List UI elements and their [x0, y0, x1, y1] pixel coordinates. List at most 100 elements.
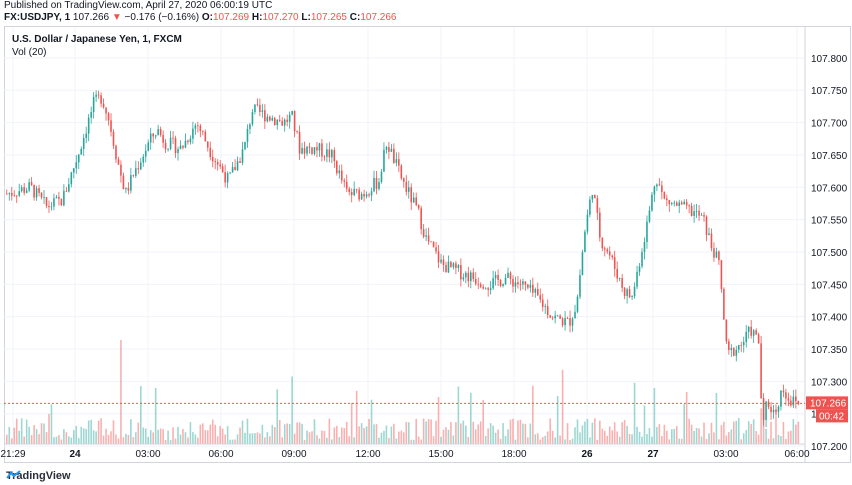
volume-bar	[596, 439, 599, 444]
candle	[331, 148, 333, 164]
candle-body	[120, 164, 122, 176]
tradingview-footer[interactable]: TradingView	[6, 470, 71, 482]
candle	[442, 255, 445, 272]
candle-body	[400, 165, 403, 179]
candle-body	[745, 331, 748, 342]
volume-bar	[586, 418, 589, 444]
candle-body	[596, 198, 599, 213]
volume-bar	[273, 427, 276, 444]
candle-body	[718, 251, 720, 261]
volume-bar	[197, 437, 199, 444]
candle	[343, 178, 346, 188]
candle	[333, 147, 336, 168]
volume-bar	[549, 418, 551, 444]
candle	[92, 91, 95, 119]
candle	[661, 180, 663, 200]
candle-body	[80, 148, 83, 155]
volume-bar	[514, 439, 517, 444]
volume-bar	[122, 437, 125, 444]
candle	[55, 194, 58, 199]
candle-body	[202, 131, 204, 132]
volume-bar	[271, 424, 274, 444]
candle	[467, 266, 470, 288]
candle-body	[455, 263, 457, 269]
candle-body	[412, 197, 415, 203]
candle-body	[477, 283, 480, 285]
candle	[666, 194, 668, 207]
volume-bar	[524, 423, 527, 444]
volume-bar	[221, 428, 224, 444]
candle	[25, 187, 28, 194]
candle	[370, 187, 373, 202]
volume-bar	[353, 437, 355, 444]
volume-bar	[311, 431, 313, 444]
candle-body	[591, 195, 594, 200]
candle-body	[765, 401, 767, 420]
candle	[658, 178, 661, 186]
candle	[72, 168, 75, 179]
volume-bar	[286, 423, 288, 444]
volume-bar	[194, 434, 197, 444]
volume-bar	[296, 422, 298, 444]
candle	[373, 170, 375, 193]
candle-body	[469, 272, 472, 282]
candle	[211, 149, 214, 168]
candle-body	[291, 110, 293, 115]
candle	[725, 319, 728, 344]
candle	[792, 389, 795, 409]
volume-bar	[527, 437, 529, 444]
candle-body	[144, 150, 147, 157]
candle	[541, 293, 544, 312]
volume-bar	[199, 424, 202, 444]
volume-bar	[105, 428, 107, 444]
candle	[504, 273, 507, 286]
candle-body	[579, 275, 581, 297]
volume-bar	[259, 433, 261, 444]
last-price-badge-text: 107.266	[810, 398, 847, 409]
candle	[157, 124, 159, 136]
volume-bar	[224, 434, 226, 444]
volume-bar	[407, 422, 410, 444]
candle-body	[365, 194, 368, 197]
volume-bar	[484, 435, 487, 444]
candle-body	[757, 334, 760, 344]
candle-body	[303, 147, 306, 154]
candle-body	[683, 201, 685, 205]
candle	[524, 281, 527, 291]
candle	[323, 155, 326, 161]
volume-bar	[184, 432, 187, 444]
candle-body	[755, 330, 757, 335]
volume-bar	[546, 431, 549, 444]
volume-bar	[363, 428, 365, 444]
symbol-label[interactable]: FX:USDJPY, 1	[4, 12, 71, 23]
volume-bar	[229, 439, 231, 444]
candle-body	[673, 202, 676, 204]
volume-bar	[157, 429, 159, 444]
volume-bar	[432, 436, 435, 444]
candle-body	[661, 185, 663, 193]
candle-body	[82, 138, 85, 149]
candle-body	[159, 129, 162, 135]
high-value: 107.270	[262, 12, 299, 23]
candle-body	[646, 221, 648, 242]
volume-bar	[492, 425, 494, 444]
volume-bar	[420, 439, 422, 444]
volume-bar	[646, 433, 648, 444]
candle-body	[259, 104, 261, 112]
candle-body	[626, 289, 628, 296]
candle	[110, 113, 112, 137]
volume-bar	[430, 419, 432, 444]
candle	[172, 131, 174, 145]
candle	[318, 142, 321, 157]
candle-body	[256, 104, 259, 106]
volume-bar	[30, 435, 33, 444]
candle-body	[452, 263, 455, 268]
candle-body	[509, 272, 512, 279]
volume-bar	[710, 422, 713, 444]
candle-body	[504, 277, 507, 285]
volume-bar	[142, 427, 145, 444]
candle-body	[487, 288, 489, 290]
volume-bar	[581, 425, 584, 444]
volume-bar	[115, 434, 117, 444]
